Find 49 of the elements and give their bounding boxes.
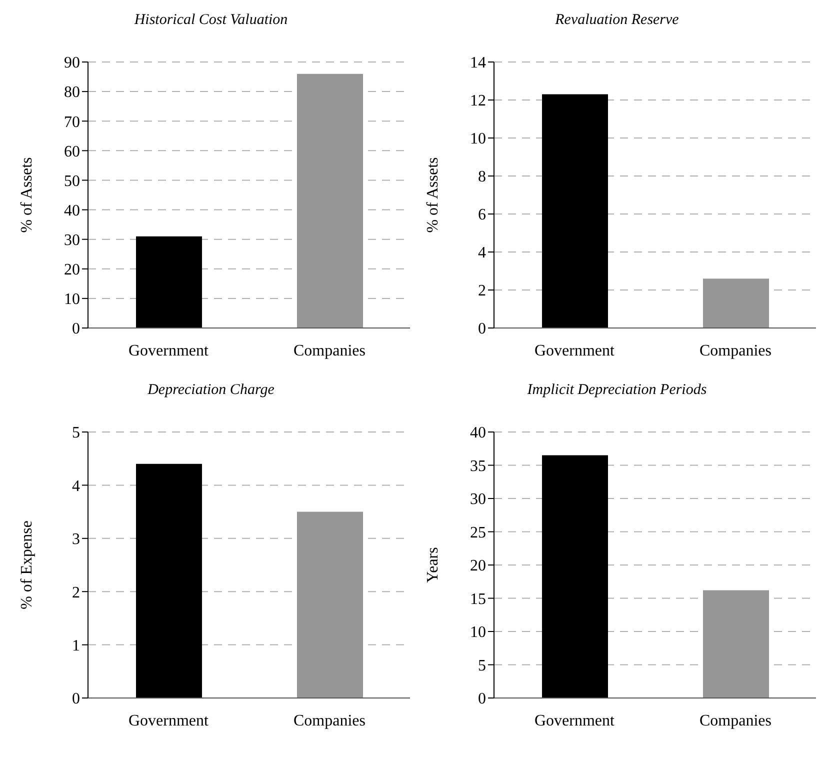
chart-title: Historical Cost Valuation [133,12,289,30]
y-tick-label: 1 [72,637,80,654]
x-tick-label: Companies [700,712,772,730]
y-tick-label: 8 [478,168,486,186]
x-tick-label: Government [128,712,210,730]
y-tick-label: 25 [470,524,486,542]
y-tick-label: 40 [470,424,486,442]
y-tick-label: 5 [72,424,80,442]
y-axis-title: % of Assets [18,157,36,233]
y-tick-label: 35 [470,458,486,475]
y-tick-label: 0 [72,690,80,708]
y-tick-label: 4 [478,244,486,262]
y-tick-label: 5 [478,657,486,674]
y-tick-label: 2 [478,282,486,300]
x-tick-label: Companies [294,342,366,360]
y-tick-label: 15 [470,590,486,608]
y-tick-label: 0 [478,320,486,338]
chart-title: Implicit Depreciation Periods [526,382,708,400]
y-tick-label: 90 [64,54,80,72]
y-axis-title: % of Assets [424,157,442,233]
y-tick-label: 60 [64,143,80,160]
y-axis-title: Years [424,547,442,583]
x-tick-label: Companies [294,712,366,730]
y-tick-label: 50 [64,172,80,190]
x-tick-label: Government [534,342,616,360]
y-tick-label: 12 [470,92,486,110]
y-tick-label: 10 [470,624,486,642]
y-tick-label: 14 [470,54,486,72]
y-tick-label: 0 [478,690,486,708]
y-tick-label: 10 [470,130,486,148]
x-tick-label: Companies [700,342,772,360]
y-tick-label: 30 [470,491,486,508]
y-tick-label: 30 [64,232,80,250]
x-tick-label: Government [128,342,210,360]
chart-title: Revaluation Reserve [554,12,680,30]
y-axis-title: % of Expense [18,520,36,610]
y-tick-label: 80 [64,84,80,102]
y-tick-label: 2 [72,584,80,602]
chart-title: Depreciation Charge [146,382,276,400]
y-tick-label: 4 [72,478,80,495]
y-tick-label: 70 [64,114,80,131]
y-tick-label: 3 [72,531,80,548]
x-tick-label: Government [534,712,616,730]
y-tick-label: 20 [64,262,80,279]
y-tick-label: 20 [470,558,486,575]
y-tick-label: 0 [72,320,80,338]
y-tick-label: 6 [478,206,486,224]
y-tick-label: 40 [64,202,80,220]
y-tick-label: 10 [64,291,80,308]
